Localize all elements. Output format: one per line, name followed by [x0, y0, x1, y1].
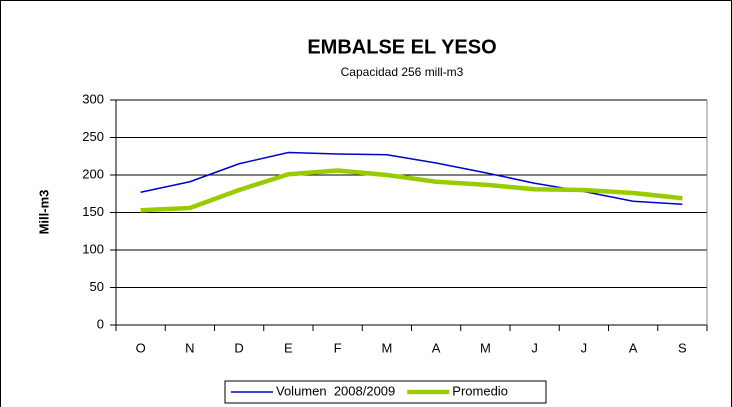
x-tick-label: A — [432, 340, 441, 355]
chart-subtitle: Capacidad 256 mill-m3 — [341, 65, 464, 79]
x-tick-label: S — [678, 340, 687, 355]
series-line — [140, 168, 683, 213]
x-tick-label: O — [136, 340, 146, 355]
y-tick-label: 200 — [82, 166, 104, 181]
y-axis-label: Mill-m3 — [36, 190, 51, 235]
chart-title: EMBALSE EL YESO — [307, 36, 496, 58]
x-tick-label: E — [284, 340, 293, 355]
x-tick-label: F — [334, 340, 342, 355]
legend-label: Volumen 2008/2009 — [276, 383, 395, 398]
legend-label: Promedio — [452, 383, 508, 398]
y-tick-label: 150 — [82, 204, 104, 219]
y-tick-label: 0 — [97, 316, 104, 331]
y-tick-label: 250 — [82, 129, 104, 144]
x-tick-label: M — [381, 340, 392, 355]
x-tick-label: A — [629, 340, 638, 355]
x-tick-label: D — [234, 340, 243, 355]
y-tick-label: 100 — [82, 241, 104, 256]
y-tick-label: 300 — [82, 91, 104, 106]
series-line — [140, 151, 683, 205]
legend-box — [224, 380, 547, 404]
x-tick-label: N — [185, 340, 194, 355]
x-tick-label: J — [581, 340, 588, 355]
y-tick-label: 50 — [90, 279, 104, 294]
x-tick-label: J — [531, 340, 538, 355]
x-tick-label: M — [480, 340, 491, 355]
